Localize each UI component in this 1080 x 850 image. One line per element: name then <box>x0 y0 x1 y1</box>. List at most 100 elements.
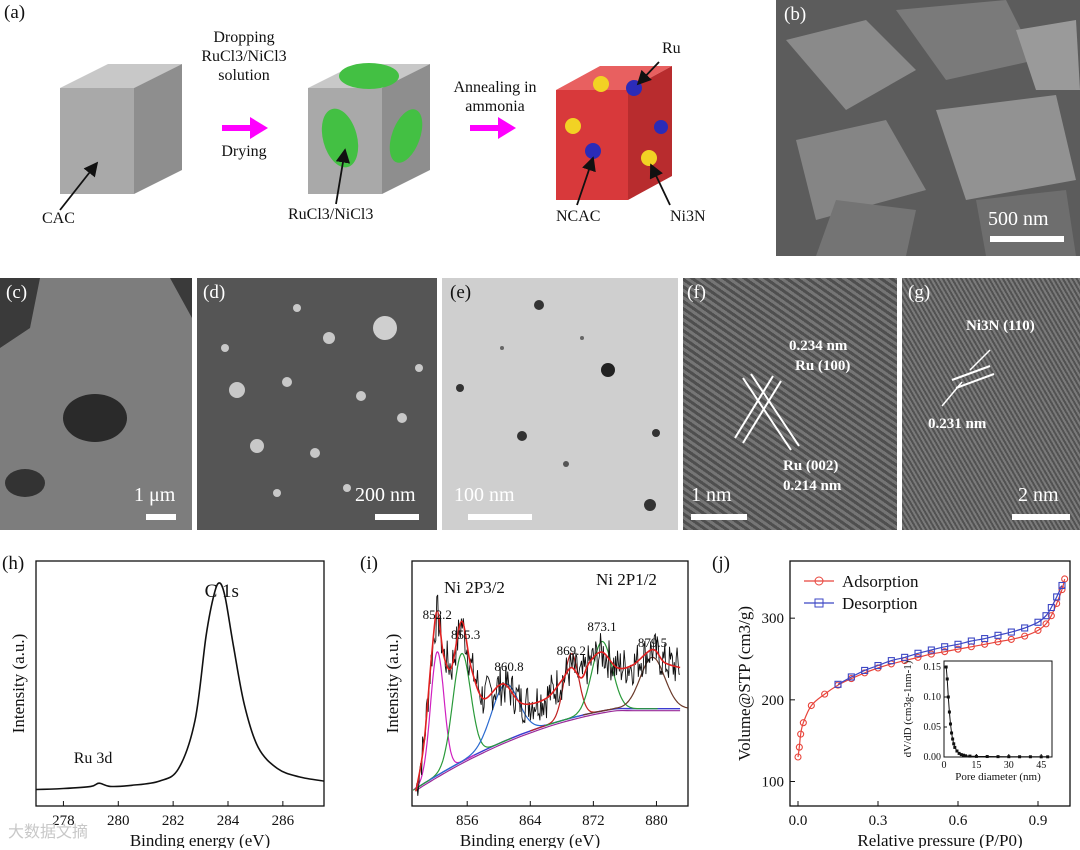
x-tick-label: 282 <box>162 813 185 829</box>
desorption-point <box>887 657 895 665</box>
inset-point <box>961 753 965 757</box>
x-tick-label: 0.9 <box>1029 813 1048 829</box>
desorption-point <box>1021 624 1029 632</box>
inset-y-tick-label: 0.00 <box>924 752 942 763</box>
desorption-point <box>1042 612 1050 620</box>
cube-precursor <box>308 63 430 194</box>
ncac-label: NCAC <box>556 208 601 225</box>
peak-label: C 1s <box>205 581 239 602</box>
scale-bar <box>146 514 176 520</box>
fit-component <box>530 653 612 732</box>
lattice-lines <box>941 349 995 407</box>
plot-frame <box>411 560 689 807</box>
inset-frame <box>943 660 1053 758</box>
inset-point <box>945 677 949 681</box>
panel-f-label: (f) <box>687 282 706 303</box>
desorption-point <box>914 649 922 657</box>
scale-label: 500 nm <box>988 208 1049 230</box>
panel-g-label: (g) <box>908 282 931 303</box>
x-tick-label: 0.6 <box>949 813 968 829</box>
y-axis-title: Intensity (a.u.) <box>383 634 402 734</box>
ru-label: Ru <box>662 40 681 57</box>
adsorption-point <box>1034 626 1042 634</box>
desorption-point <box>981 635 989 643</box>
panel-b-sem-image: (b) 500 nm <box>776 0 1080 256</box>
x-tick-label: 856 <box>456 813 479 829</box>
panel-label: (h) <box>2 553 25 574</box>
scale-bar <box>375 514 419 520</box>
legend-label: Adsorption <box>842 572 919 591</box>
panel-label: (j) <box>712 553 730 574</box>
inset-point <box>957 751 961 755</box>
desorption-point <box>941 643 949 651</box>
plot-frame <box>35 560 325 807</box>
inset-point <box>1007 755 1011 759</box>
precursor-label: RuCl3/NiCl3 <box>288 206 374 223</box>
inset-point <box>985 755 989 759</box>
scale-bar <box>468 514 532 520</box>
ni3n-dot <box>641 150 657 166</box>
inset-point <box>946 695 950 699</box>
panel-g-hrtem-image: (g) Ni3N (110) 0.231 nm 2 nm <box>902 278 1080 530</box>
fit-component <box>582 656 688 716</box>
y-axis-title: Volume@STP (cm3/g) <box>735 606 754 761</box>
desorption-point <box>847 673 855 681</box>
step1-line: RuCl3/NiCl3 <box>201 48 287 65</box>
lattice-lines <box>734 373 800 451</box>
ru-dot <box>585 143 601 159</box>
peak-position-label: 855.3 <box>451 627 480 642</box>
region-label: Ni 2P1/2 <box>596 570 657 589</box>
step2-line: Annealing in <box>453 79 537 96</box>
process-arrow-1 <box>222 117 268 139</box>
x-tick-label: 286 <box>272 813 295 829</box>
desorption-point <box>1058 581 1066 590</box>
scale-label: 1 nm <box>691 484 732 506</box>
peak-position-label: 869.2 <box>557 643 586 658</box>
step1-text: Dropping RuCl3/NiCl3 solution <box>186 28 302 85</box>
inset-x-tick-label: 15 <box>971 760 981 771</box>
desorption-point <box>874 661 882 670</box>
spacing-label: 0.214 nm <box>783 478 842 494</box>
legend-label: Desorption <box>842 594 918 613</box>
chart-i-ni2p-xps: 856 864 872 880 Ni 2P3/2 Ni 2P1/2 852.2 855.3 86… <box>383 560 689 848</box>
inset-point <box>968 754 972 758</box>
adsorption-point <box>1021 632 1029 640</box>
plane-label: Ni3N (110) <box>966 318 1035 334</box>
x-axis-title: Binding energy (eV) <box>460 831 600 848</box>
inset-point <box>952 742 956 746</box>
adsorption-point <box>914 653 922 661</box>
x-tick-label: 284 <box>217 813 240 829</box>
cube-cac <box>60 64 182 194</box>
adsorption-point <box>807 702 815 710</box>
panel-a: (a) <box>0 0 770 255</box>
peak-position-label: 852.2 <box>423 607 452 622</box>
scale-bar <box>691 514 747 520</box>
adsorption-point <box>1042 620 1050 628</box>
panel-b-label: (b) <box>784 4 807 25</box>
inset-point <box>959 753 963 757</box>
inset-point <box>996 755 1000 759</box>
panel-e-tem-image: (e) 100 nm <box>442 278 678 530</box>
desorption-point <box>901 653 909 661</box>
adsorption-point <box>941 648 949 656</box>
inset-point <box>950 731 954 735</box>
desorption-point <box>1007 628 1015 636</box>
inset-x-tick-label: 30 <box>1004 760 1014 771</box>
sem-texture <box>0 278 192 497</box>
panel-label: (i) <box>360 553 378 574</box>
adsorption-point <box>1047 612 1055 620</box>
process-arrow-2 <box>470 117 516 139</box>
fit-component <box>412 651 475 791</box>
adsorption-point <box>794 753 802 761</box>
xps-curve <box>35 582 325 791</box>
inset-y-tick-label: 0.10 <box>924 692 942 703</box>
peak-position-label: 873.1 <box>587 619 616 634</box>
adsorption-point <box>821 690 829 698</box>
fit-envelope <box>415 610 681 792</box>
inset-point <box>948 722 952 726</box>
inset-point <box>953 745 957 749</box>
adsorption-point <box>954 645 962 653</box>
desorption-point <box>861 666 869 674</box>
legend-marker <box>814 598 824 608</box>
peak-label: Ru 3d <box>74 750 113 767</box>
